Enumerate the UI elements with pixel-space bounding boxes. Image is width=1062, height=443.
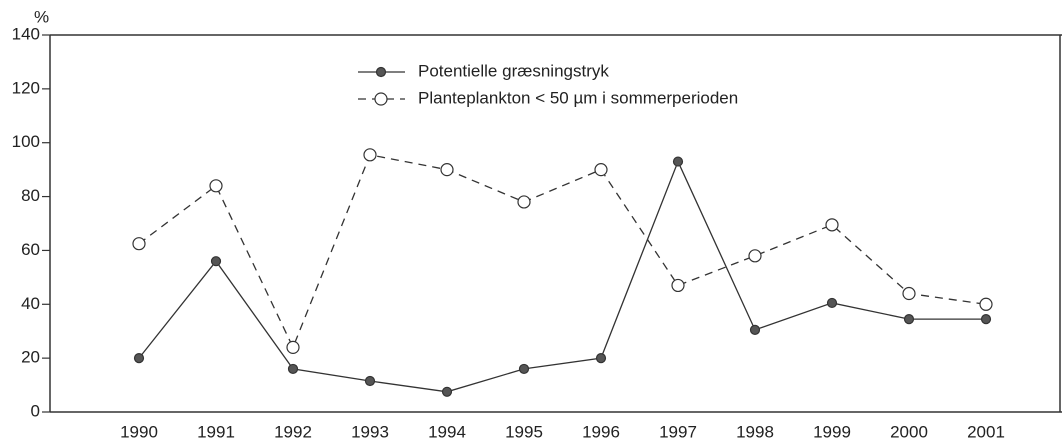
series-line — [138, 154, 987, 349]
point — [594, 163, 608, 177]
point — [441, 386, 453, 397]
y-tick-label: 60 — [21, 240, 40, 259]
point — [132, 237, 146, 251]
point — [133, 353, 145, 364]
point — [209, 179, 223, 193]
y-axis-label: % — [34, 7, 49, 26]
point — [595, 353, 607, 364]
point — [903, 313, 915, 325]
y-tick-label: 140 — [12, 24, 40, 43]
point — [518, 363, 530, 375]
point — [749, 324, 761, 335]
point — [979, 297, 993, 311]
x-tick-label: 1992 — [274, 422, 312, 441]
x-tick-label: 1995 — [505, 422, 543, 441]
point — [826, 297, 838, 309]
x-tick-label: 1991 — [197, 422, 235, 441]
point — [902, 286, 916, 301]
y-tick-label: 40 — [21, 294, 40, 313]
x-tick-label: 1996 — [582, 422, 620, 441]
point — [364, 375, 376, 387]
point — [363, 148, 377, 162]
y-tick-label: 120 — [12, 78, 40, 97]
x-tick-label: 1999 — [813, 422, 851, 441]
point — [517, 195, 531, 209]
x-tick-label: 1993 — [351, 422, 389, 441]
legend-label: Potentielle græsningstryk — [418, 61, 609, 80]
x-tick-label: 2001 — [967, 422, 1005, 441]
x-tick-label: 1998 — [736, 422, 774, 441]
point — [286, 340, 300, 354]
x-tick-label: 1997 — [659, 422, 697, 441]
y-tick-label: 0 — [31, 401, 40, 420]
point — [671, 278, 685, 293]
y-tick-label: 100 — [12, 132, 40, 151]
point — [440, 163, 454, 177]
series-line — [138, 159, 986, 393]
legend-marker — [375, 66, 387, 78]
x-tick-label: 1990 — [120, 422, 158, 441]
y-tick-label: 20 — [21, 348, 40, 367]
point — [287, 363, 299, 375]
point — [672, 156, 684, 167]
point — [210, 256, 222, 267]
y-tick-label: 80 — [21, 186, 40, 205]
x-tick-label: 1994 — [428, 422, 466, 441]
x-tick-label: 2000 — [890, 422, 928, 441]
legend-label: Planteplankton < 50 µm i sommerperioden — [418, 88, 738, 107]
point — [825, 218, 839, 232]
point — [980, 313, 992, 325]
legend-marker — [374, 92, 388, 106]
point — [748, 249, 762, 263]
